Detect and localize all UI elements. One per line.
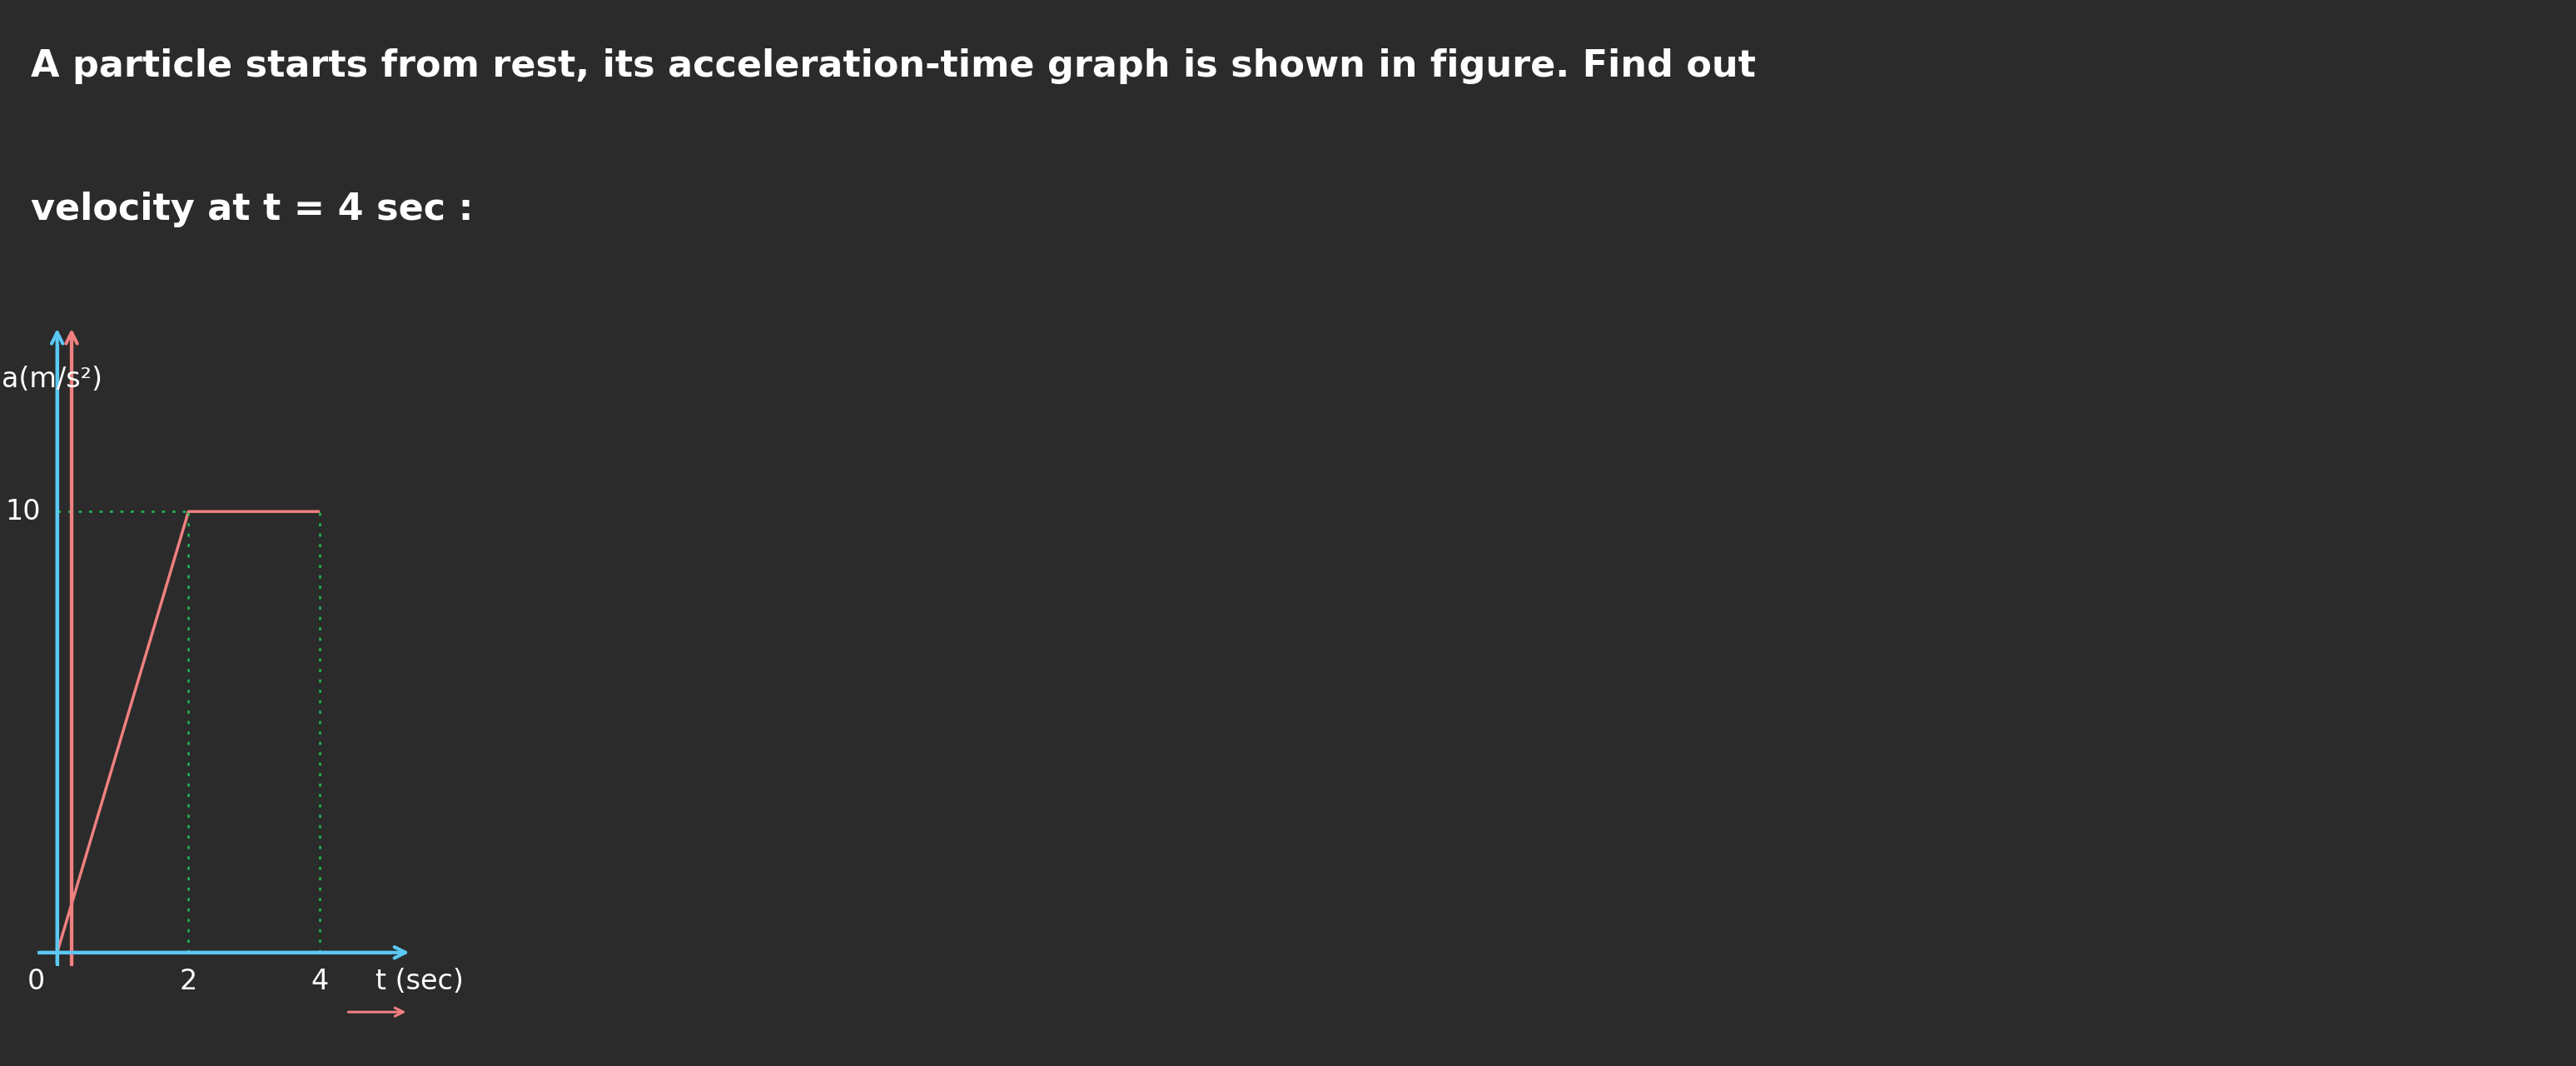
Text: velocity at t = 4 sec :: velocity at t = 4 sec : bbox=[31, 192, 474, 228]
Text: 10: 10 bbox=[5, 498, 41, 526]
Text: 0: 0 bbox=[28, 968, 46, 995]
Text: t (sec): t (sec) bbox=[376, 968, 464, 995]
Text: 2: 2 bbox=[180, 968, 198, 995]
Text: 4: 4 bbox=[312, 968, 330, 995]
Text: A particle starts from rest, its acceleration-time graph is shown in figure. Fin: A particle starts from rest, its acceler… bbox=[31, 48, 1757, 84]
Text: a(m/s²): a(m/s²) bbox=[3, 366, 103, 393]
